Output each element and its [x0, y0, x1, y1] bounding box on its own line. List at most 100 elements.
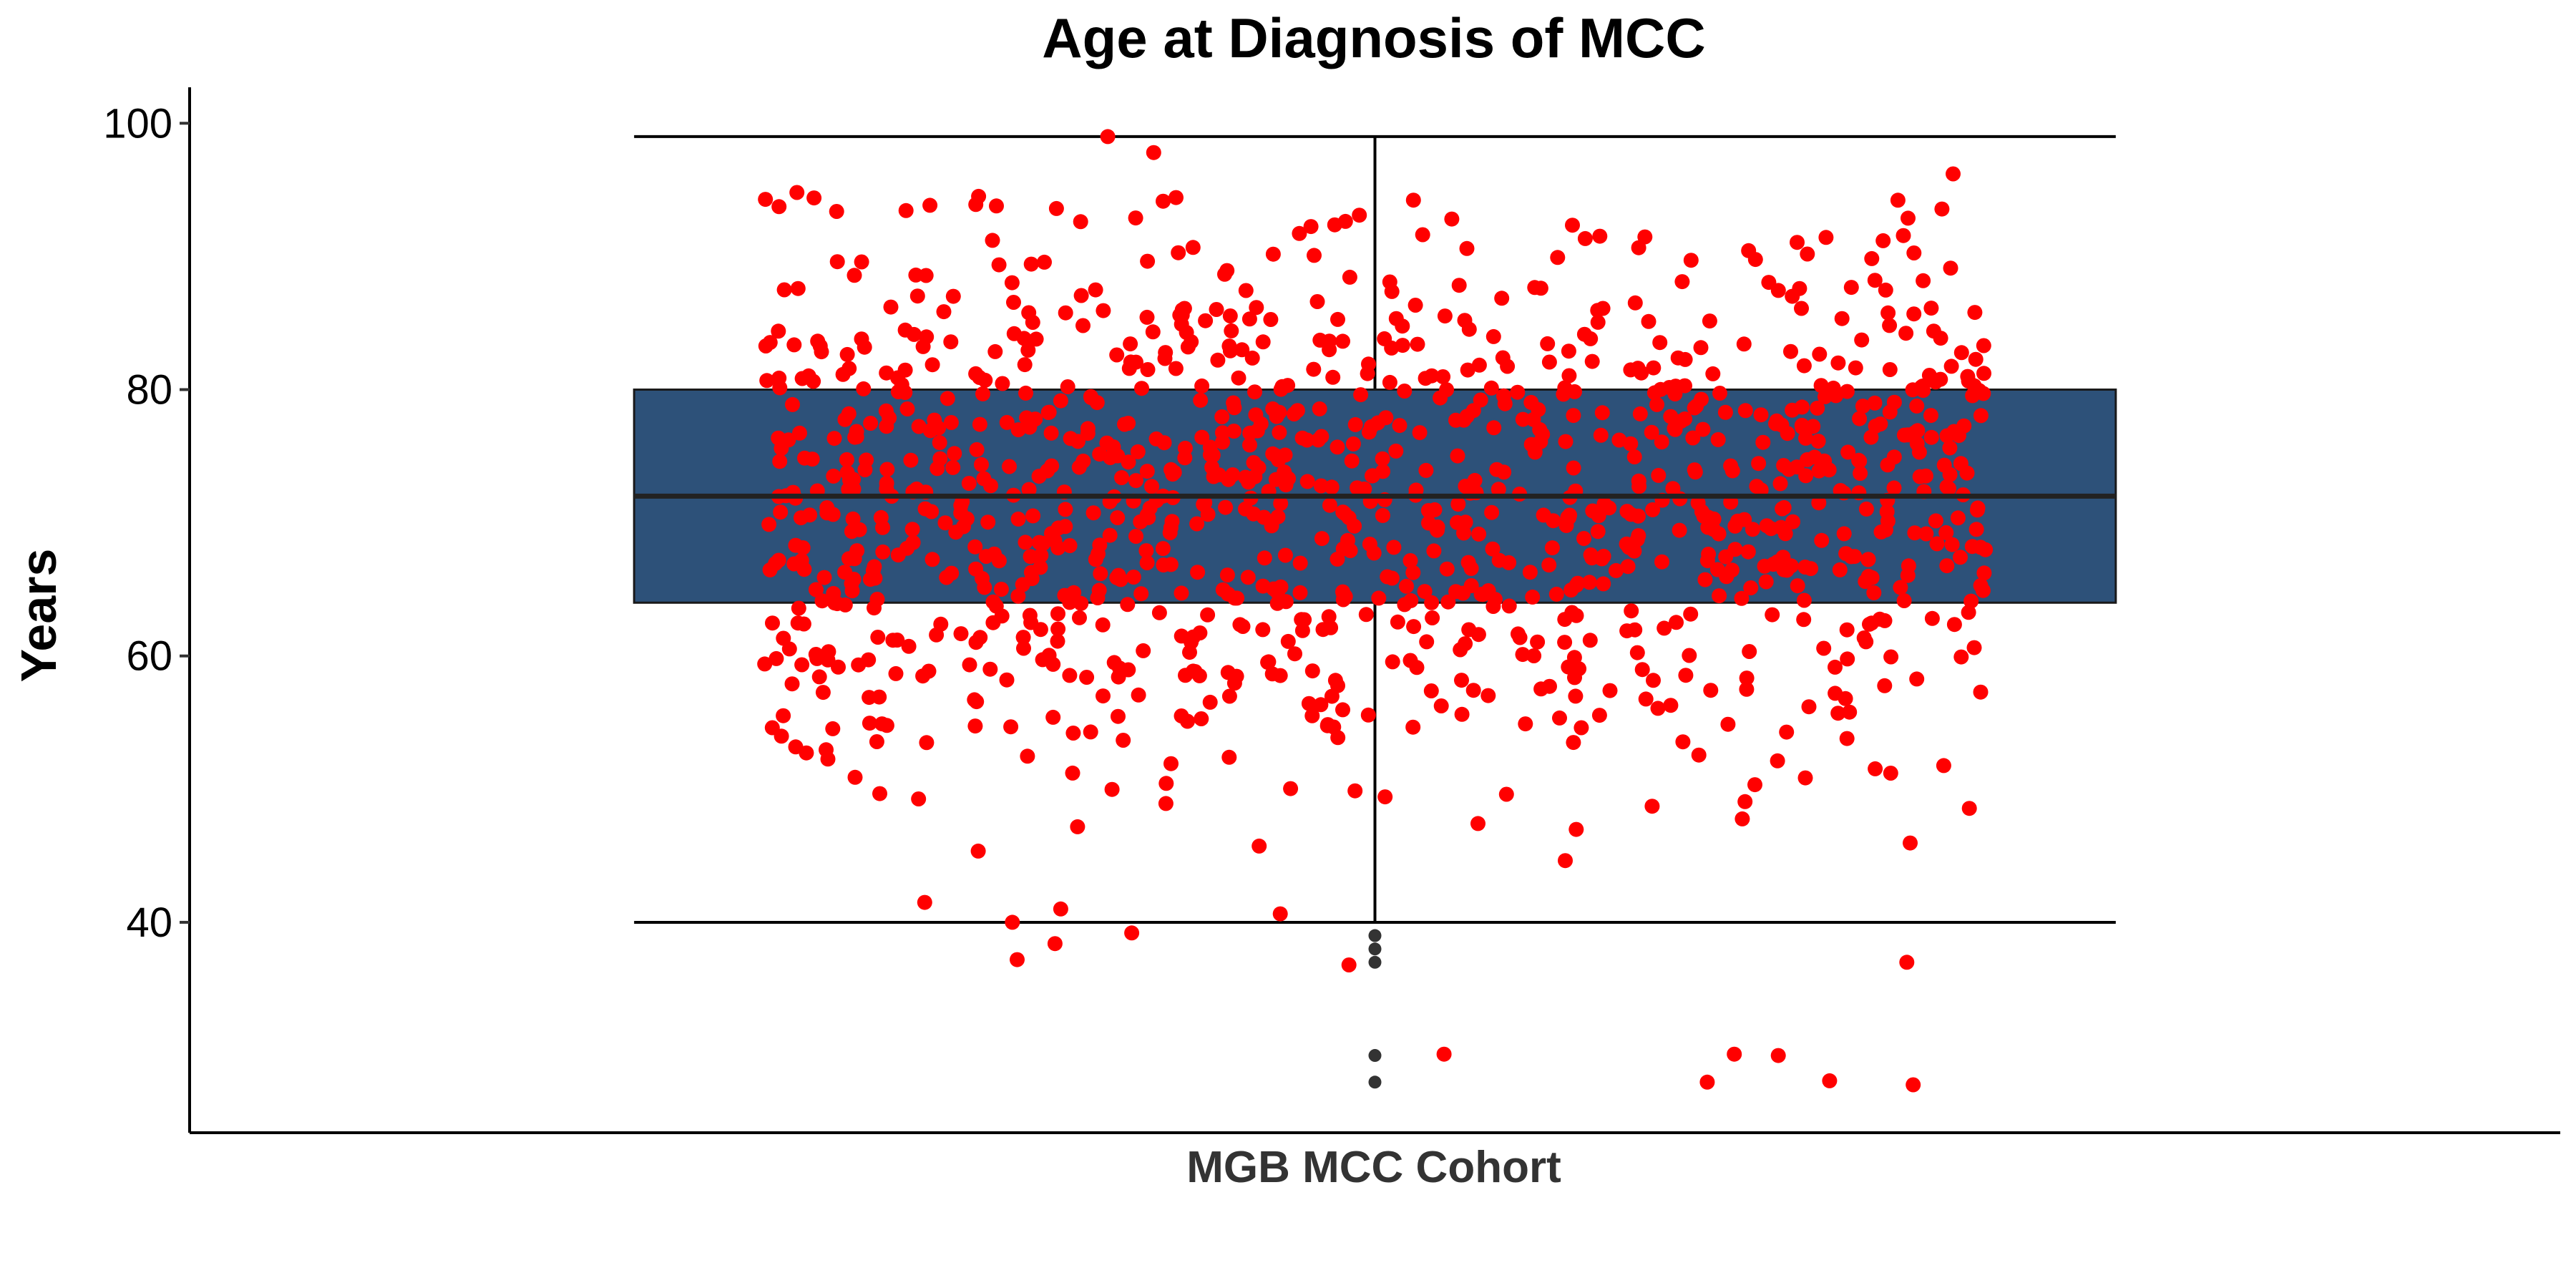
jitter-point — [1301, 696, 1317, 711]
jitter-point — [1609, 562, 1624, 578]
jitter-point — [995, 376, 1010, 391]
jitter-point — [1405, 192, 1421, 208]
jitter-point — [1134, 381, 1149, 396]
jitter-point — [1943, 260, 1958, 276]
jitter-point — [901, 638, 917, 654]
jitter-point — [1021, 482, 1037, 497]
jitter-point — [927, 412, 942, 428]
jitter-point — [994, 608, 1010, 624]
jitter-point — [1375, 451, 1390, 467]
jitter-point — [863, 416, 879, 431]
jitter-point — [993, 582, 1009, 597]
jitter-point — [1362, 537, 1377, 552]
jitter-point — [1028, 331, 1044, 347]
jitter-point — [1093, 566, 1108, 582]
jitter-point — [1272, 424, 1287, 440]
jitter-point — [1830, 706, 1846, 721]
jitter-point — [1089, 395, 1105, 411]
jitter-point — [784, 676, 800, 692]
jitter-point — [1460, 362, 1475, 378]
jitter-point — [1130, 444, 1146, 459]
jitter-point — [1868, 761, 1883, 776]
jitter-point — [1198, 313, 1214, 328]
jitter-point — [841, 551, 857, 567]
jitter-point — [1075, 318, 1091, 333]
jitter-point — [788, 739, 804, 755]
jitter-point — [1033, 547, 1049, 563]
jitter-point — [1856, 630, 1872, 645]
jitter-point — [1702, 313, 1717, 329]
jitter-point — [1735, 811, 1750, 826]
jitter-point — [1818, 230, 1834, 245]
jitter-point — [1330, 439, 1345, 455]
jitter-point — [1795, 419, 1810, 435]
jitter-point — [1631, 479, 1647, 494]
jitter-point — [1813, 378, 1829, 394]
jitter-point — [1344, 453, 1360, 469]
jitter-point — [1392, 418, 1407, 434]
jitter-point — [819, 505, 835, 521]
jitter-point — [790, 280, 806, 296]
jitter-point — [1591, 508, 1606, 524]
jitter-point — [1801, 699, 1817, 715]
jitter-point — [1576, 531, 1591, 546]
jitter-point — [1936, 457, 1952, 473]
jitter-point — [1454, 673, 1469, 688]
jitter-point — [1219, 567, 1235, 583]
jitter-point — [911, 419, 927, 434]
jitter-point — [1568, 688, 1584, 704]
jitter-point — [1561, 343, 1576, 359]
jitter-point — [1736, 336, 1752, 352]
jitter-point — [1303, 219, 1319, 235]
jitter-point — [1971, 383, 1987, 399]
jitter-point — [1185, 240, 1201, 255]
jitter-point — [1743, 580, 1759, 595]
jitter-point — [1073, 288, 1089, 303]
jitter-point — [1249, 300, 1264, 316]
jitter-point — [1096, 303, 1111, 318]
jitter-point — [1174, 307, 1190, 323]
jitter-point — [847, 268, 862, 283]
jitter-point — [1739, 670, 1755, 686]
jitter-point — [1169, 190, 1184, 205]
jitter-point — [1080, 421, 1096, 436]
jitter-point — [1433, 698, 1449, 713]
jitter-point — [1058, 502, 1073, 517]
jitter-point — [1140, 362, 1156, 377]
jitter-point — [1292, 585, 1308, 600]
jitter-point — [1866, 585, 1882, 600]
jitter-point — [1050, 520, 1066, 536]
jitter-point — [1934, 201, 1950, 217]
jitter-point — [1200, 607, 1216, 623]
jitter-point — [1772, 476, 1788, 492]
jitter-point — [1280, 633, 1296, 649]
jitter-point — [911, 791, 927, 806]
jitter-point — [1226, 400, 1242, 416]
jitter-point — [1313, 478, 1329, 494]
jitter-point — [1852, 411, 1868, 426]
jitter-point — [1868, 419, 1883, 434]
jitter-point — [1451, 278, 1467, 293]
jitter-point — [1944, 537, 1960, 552]
jitter-point — [861, 652, 877, 668]
jitter-point — [1785, 514, 1800, 530]
jitter-point — [1737, 403, 1753, 419]
jitter-point — [792, 425, 807, 441]
outlier-points — [1368, 929, 1382, 1089]
jitter-point — [808, 647, 824, 662]
jitter-point — [1424, 595, 1440, 610]
jitter-point — [1720, 716, 1736, 732]
jitter-point — [821, 644, 836, 660]
jitter-point — [1133, 586, 1149, 602]
jitter-point — [1657, 620, 1672, 636]
jitter-point — [1193, 392, 1209, 408]
jitter-point — [1347, 783, 1363, 799]
jitter-point — [1751, 456, 1767, 472]
jitter-point — [1527, 280, 1543, 296]
jitter-point — [1794, 301, 1809, 316]
jitter-point — [1444, 211, 1460, 227]
jitter-point — [769, 650, 784, 666]
jitter-point — [1313, 697, 1329, 713]
jitter-point — [1221, 749, 1237, 765]
jitter-point — [1946, 617, 1962, 633]
